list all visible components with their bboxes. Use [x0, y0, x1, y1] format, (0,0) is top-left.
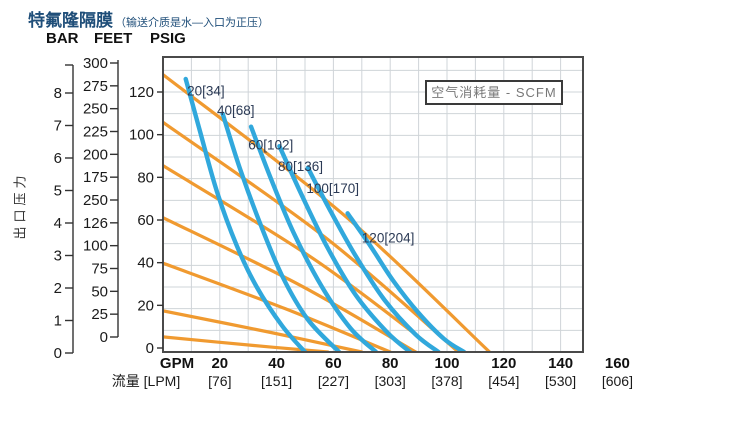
feet-axis-tick-label: 75: [91, 260, 108, 277]
performance-curve: [248, 124, 379, 352]
air-consumption-curve: [163, 73, 492, 352]
feet-axis-tick-label: 275: [83, 78, 108, 95]
x-axis-tick-label-gpm: 20: [211, 355, 228, 372]
bar-axis-tick-label: 7: [54, 118, 62, 135]
x-axis-tick-label-lpm: [303]: [375, 373, 406, 389]
psig-axis-tick-label: 120: [129, 84, 154, 101]
x-axis-tick-label-lpm: [151]: [261, 373, 292, 389]
x-axis-tick-label-gpm: 100: [434, 355, 459, 372]
legend-box: 空气消耗量 - SCFM: [425, 80, 563, 105]
psig-axis-tick-label: 0: [146, 340, 154, 357]
x-axis-tick-label-lpm: [76]: [208, 373, 231, 389]
bar-axis-tick-label: 6: [54, 150, 62, 167]
performance-curve: [183, 76, 308, 352]
x-axis-unit-gpm: GPM: [160, 355, 194, 372]
bar-axis-header: BAR: [46, 30, 79, 47]
feet-axis-tick-label: 0: [100, 329, 108, 346]
page-title: 特氟隆隔膜 （输送介质是水—入口为正压）: [28, 6, 269, 31]
curve-label: 40[68]: [217, 103, 255, 118]
feet-axis-tick-label: 250: [83, 101, 108, 118]
curve-label: 60[102]: [248, 137, 293, 152]
bar-axis-tick-label: 2: [54, 280, 62, 297]
bar-axis-tick-label: 5: [54, 183, 62, 200]
feet-axis-tick-label: 225: [83, 123, 108, 140]
x-axis-unit-lpm: 流量 [LPM]: [112, 373, 180, 389]
page-title-sub: （输送介质是水—入口为正压）: [115, 17, 269, 29]
page-title-main: 特氟隆隔膜: [28, 11, 113, 30]
feet-axis-tick-label: 175: [83, 169, 108, 186]
psig-axis-tick-label: 80: [137, 169, 154, 186]
bar-axis-tick-label: 8: [54, 85, 62, 102]
psig-axis-header: PSIG: [150, 30, 186, 47]
curve-label: 20[34]: [187, 83, 225, 98]
plot-border: [162, 56, 584, 353]
bar-axis-tick-label: 0: [54, 345, 62, 362]
bar-axis-tick-label: 3: [54, 248, 62, 265]
psig-axis-tick-label: 40: [137, 255, 154, 272]
performance-curve: [277, 143, 413, 352]
curves-layer: [163, 73, 492, 352]
x-axis-tick-label-gpm: 140: [548, 355, 573, 372]
air-consumption-curve: [163, 309, 364, 352]
psig-axis-tick-label: 60: [137, 212, 154, 229]
x-axis-tick-label-lpm: [378]: [431, 373, 462, 389]
psig-axis-tick-label: 100: [129, 127, 154, 144]
feet-axis-tick-label: 25: [91, 306, 108, 323]
x-axis-tick-label-gpm: 80: [382, 355, 399, 372]
feet-axis-tick-label: 126: [83, 215, 108, 232]
feet-axis-header: FEET: [94, 30, 133, 47]
x-axis-tick-label-lpm: [227]: [318, 373, 349, 389]
psig-axis-tick-label: 20: [137, 297, 154, 314]
performance-curve: [345, 211, 467, 352]
feet-axis-tick-label: 50: [91, 283, 108, 300]
feet-axis-tick-label: 300: [83, 55, 108, 72]
feet-axis: [110, 60, 119, 338]
air-consumption-curve: [163, 335, 330, 352]
x-axis-tick-label-gpm: 160: [605, 355, 630, 372]
x-axis-tick-label-lpm: [454]: [488, 373, 519, 389]
x-axis-tick-label-lpm: [530]: [545, 373, 576, 389]
x-axis-tick-label-lpm: [606]: [602, 373, 633, 389]
feet-axis-tick-label: 200: [83, 146, 108, 163]
x-axis-tick-label-gpm: 120: [491, 355, 516, 372]
curve-label: 120[204]: [362, 231, 415, 246]
psig-axis: [157, 91, 163, 349]
feet-axis-tick-label: 100: [83, 238, 108, 255]
feet-axis-tick-label: 250: [83, 192, 108, 209]
bar-axis-tick-label: 4: [54, 215, 62, 232]
performance-curve: [305, 165, 441, 352]
x-axis-tick-label-gpm: 40: [268, 355, 285, 372]
x-axis-tick-label-gpm: 60: [325, 355, 342, 372]
bar-axis-tick-label: 1: [54, 313, 62, 330]
curve-label: 100[170]: [306, 181, 359, 196]
bar-axis: [65, 64, 74, 354]
curve-label: 80[136]: [278, 159, 323, 174]
performance-curve: [220, 111, 342, 352]
